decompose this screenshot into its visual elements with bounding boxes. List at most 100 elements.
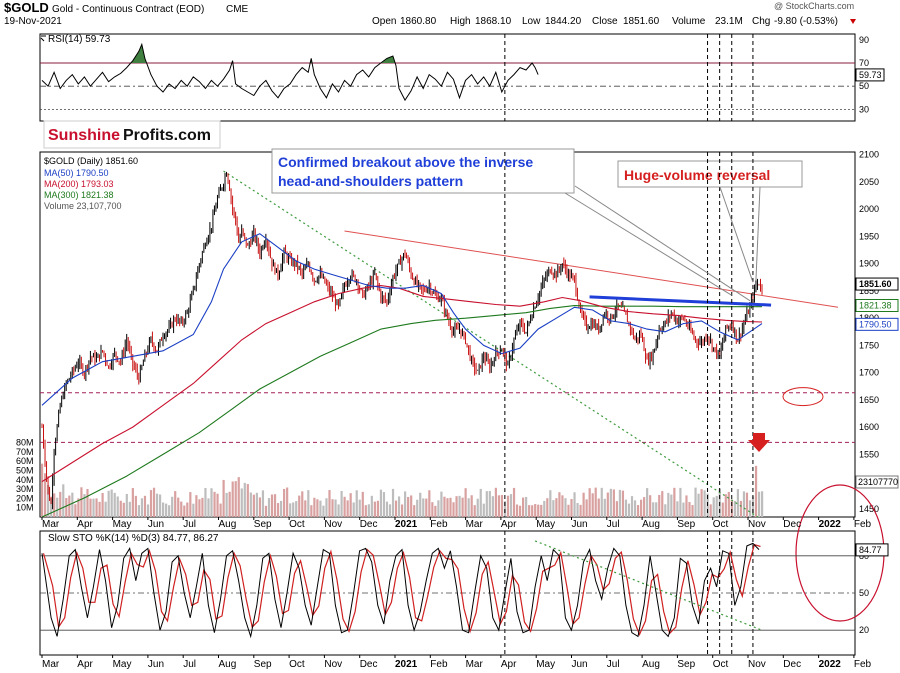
volume-bar bbox=[567, 504, 570, 517]
volume-bar bbox=[222, 479, 225, 517]
volume-bar bbox=[419, 492, 422, 517]
volume-bar bbox=[540, 504, 543, 517]
x-label-1-6: Sep bbox=[254, 659, 272, 670]
volume-bar bbox=[413, 505, 416, 517]
volume-bar bbox=[219, 503, 222, 517]
volume-bar bbox=[449, 497, 452, 517]
close-label: Close bbox=[592, 16, 618, 27]
volume-bar bbox=[712, 497, 715, 517]
volume-bar bbox=[482, 503, 485, 517]
volume-bar bbox=[183, 505, 186, 517]
x-label-0-19: Oct bbox=[713, 519, 729, 530]
volume-bar bbox=[295, 501, 298, 517]
volume-bar bbox=[446, 498, 449, 517]
volume-bar bbox=[748, 500, 752, 517]
volume-bar bbox=[80, 487, 83, 517]
volume-label: Volume bbox=[672, 16, 706, 27]
volume-bar bbox=[761, 491, 764, 517]
sto-series-group bbox=[41, 540, 763, 639]
volume-bar bbox=[313, 497, 316, 517]
x-label-1-3: Jun bbox=[148, 659, 164, 670]
rsi-overbought-fill bbox=[42, 44, 539, 63]
volume-bar bbox=[71, 492, 74, 517]
volume-bar bbox=[83, 494, 86, 517]
volume-bar bbox=[74, 504, 77, 517]
price-tick-2050: 2050 bbox=[859, 177, 879, 187]
breakout-annotation: Confirmed breakout above the inverse hea… bbox=[271, 148, 575, 194]
volume-bar bbox=[337, 504, 340, 517]
volume-bar bbox=[41, 463, 44, 517]
volume-bar bbox=[119, 500, 122, 517]
volume-bar bbox=[652, 502, 655, 517]
volume-bar bbox=[658, 494, 661, 517]
volume-bar bbox=[385, 501, 389, 517]
volume-bar bbox=[694, 487, 697, 517]
volume-bar bbox=[528, 505, 531, 517]
x-label-1-15: Jun bbox=[572, 659, 588, 670]
rsi-tick-90: 90 bbox=[859, 35, 869, 45]
volume-bar bbox=[331, 499, 334, 517]
reversal-pointer-1 bbox=[719, 186, 754, 283]
rsi-legend-icon bbox=[40, 35, 46, 42]
volume-bar bbox=[691, 505, 694, 517]
volume-bar bbox=[697, 493, 700, 517]
x-label-1-5: Aug bbox=[219, 659, 237, 670]
volume-bar bbox=[739, 500, 743, 517]
x-label-1-19: Oct bbox=[713, 659, 729, 670]
x-label-0-16: Jul bbox=[607, 519, 620, 530]
volume-bar bbox=[56, 497, 59, 517]
volume-bar bbox=[491, 496, 494, 517]
x-label-0-2: May bbox=[113, 519, 132, 530]
header-exchange: CME bbox=[226, 4, 249, 15]
vol-tick-30: 30M bbox=[16, 484, 34, 494]
volume-bar bbox=[44, 473, 47, 517]
volume-bar bbox=[192, 503, 195, 517]
header-date: 19-Nov-2021 bbox=[4, 16, 62, 27]
x-label-0-5: Aug bbox=[219, 519, 237, 530]
volume-bar bbox=[261, 490, 265, 517]
volume-bar bbox=[213, 491, 216, 517]
breakout-pointer-2 bbox=[574, 185, 751, 302]
rsi-tick-30: 30 bbox=[859, 104, 869, 114]
sto-label: Slow STO %K(14) %D(3) 84.77, 86.27 bbox=[48, 533, 219, 544]
volume-bar bbox=[643, 497, 646, 517]
volume-bar bbox=[394, 500, 398, 517]
volume-bar bbox=[216, 493, 219, 517]
rsi-series-group bbox=[41, 42, 539, 102]
volume-bar bbox=[267, 498, 271, 517]
volume-bar bbox=[276, 503, 280, 517]
volume-bar bbox=[397, 496, 401, 517]
volume-bar bbox=[461, 497, 464, 517]
x-label-1-10: 2021 bbox=[395, 659, 418, 670]
volume-bar bbox=[509, 494, 513, 517]
volume-bar bbox=[639, 499, 643, 517]
volume-bar bbox=[189, 492, 192, 517]
volume-bar bbox=[391, 488, 395, 517]
volume-bar bbox=[664, 504, 667, 517]
volume-bar bbox=[264, 505, 268, 517]
volume-bar bbox=[600, 487, 603, 517]
open-label: Open bbox=[372, 16, 396, 27]
volume-bar bbox=[555, 498, 558, 517]
volume-bar bbox=[198, 499, 201, 517]
volume-right-label: 23107770 bbox=[858, 477, 898, 487]
x-label-0-17: Aug bbox=[642, 519, 660, 530]
volume-bar bbox=[95, 498, 98, 517]
volume-bar bbox=[431, 502, 434, 517]
red-resistance-line bbox=[344, 230, 839, 308]
volume-bar bbox=[373, 501, 376, 517]
volume-bar bbox=[558, 492, 561, 517]
volume-bar bbox=[443, 496, 446, 517]
volume-bar bbox=[143, 495, 147, 517]
volume-bar bbox=[283, 488, 286, 517]
sto-green-dotted bbox=[534, 540, 763, 631]
volume-bar bbox=[685, 495, 688, 517]
volume-bar bbox=[165, 503, 168, 517]
volume-bar bbox=[458, 495, 461, 517]
volume-bar bbox=[361, 491, 364, 517]
sto-k-line bbox=[41, 542, 760, 639]
volume-bar bbox=[633, 500, 637, 517]
x-label-0-3: Jun bbox=[148, 519, 164, 530]
volume-bar bbox=[494, 487, 497, 517]
